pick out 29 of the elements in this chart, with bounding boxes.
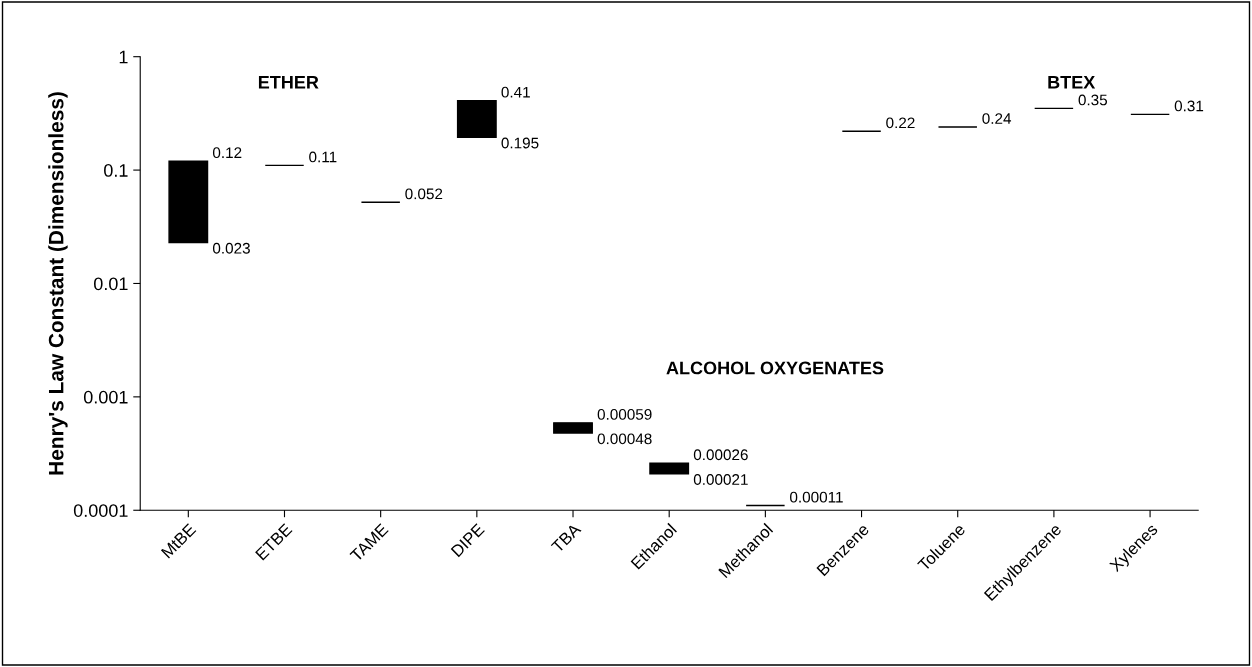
y-axis-title: Henry's Law Constant (Dimensionless) [48, 92, 68, 475]
annotation: 0.023 [212, 242, 250, 254]
annotation: 0.00011 [790, 491, 843, 503]
y-tick-label: 0.01 [93, 277, 128, 291]
annotation: 0.00021 [693, 474, 748, 485]
y-tick-label: 0.0001 [73, 504, 128, 517]
annotation: 0.31 [1174, 100, 1204, 112]
annotation: 0.41 [501, 86, 530, 98]
annotation: BTEX [1048, 76, 1096, 89]
x-tick-label: TBA [550, 522, 582, 554]
bar [168, 160, 209, 244]
y-tick-label: 0.1 [104, 164, 128, 177]
y-tick-label: 1 [119, 50, 128, 64]
annotation: 0.12 [212, 147, 242, 159]
annotation: 0.052 [405, 188, 443, 200]
annotation: 0.00026 [693, 449, 748, 461]
annotation: 0.24 [982, 113, 1012, 124]
y-tick-label: 0.001 [83, 390, 128, 404]
bar [456, 99, 497, 138]
annotation: ETHER [258, 76, 319, 89]
annotation: 0.11 [309, 151, 337, 163]
annotation: ALCOHOL OXYGENATES [666, 361, 884, 375]
bar [649, 462, 690, 475]
annotation: 0.35 [1078, 94, 1108, 106]
annotation: 0.00048 [597, 433, 652, 445]
annotation: 0.00059 [597, 409, 652, 420]
annotation: 0.195 [501, 137, 539, 149]
annotation: 0.22 [886, 117, 915, 129]
bar [553, 422, 593, 434]
